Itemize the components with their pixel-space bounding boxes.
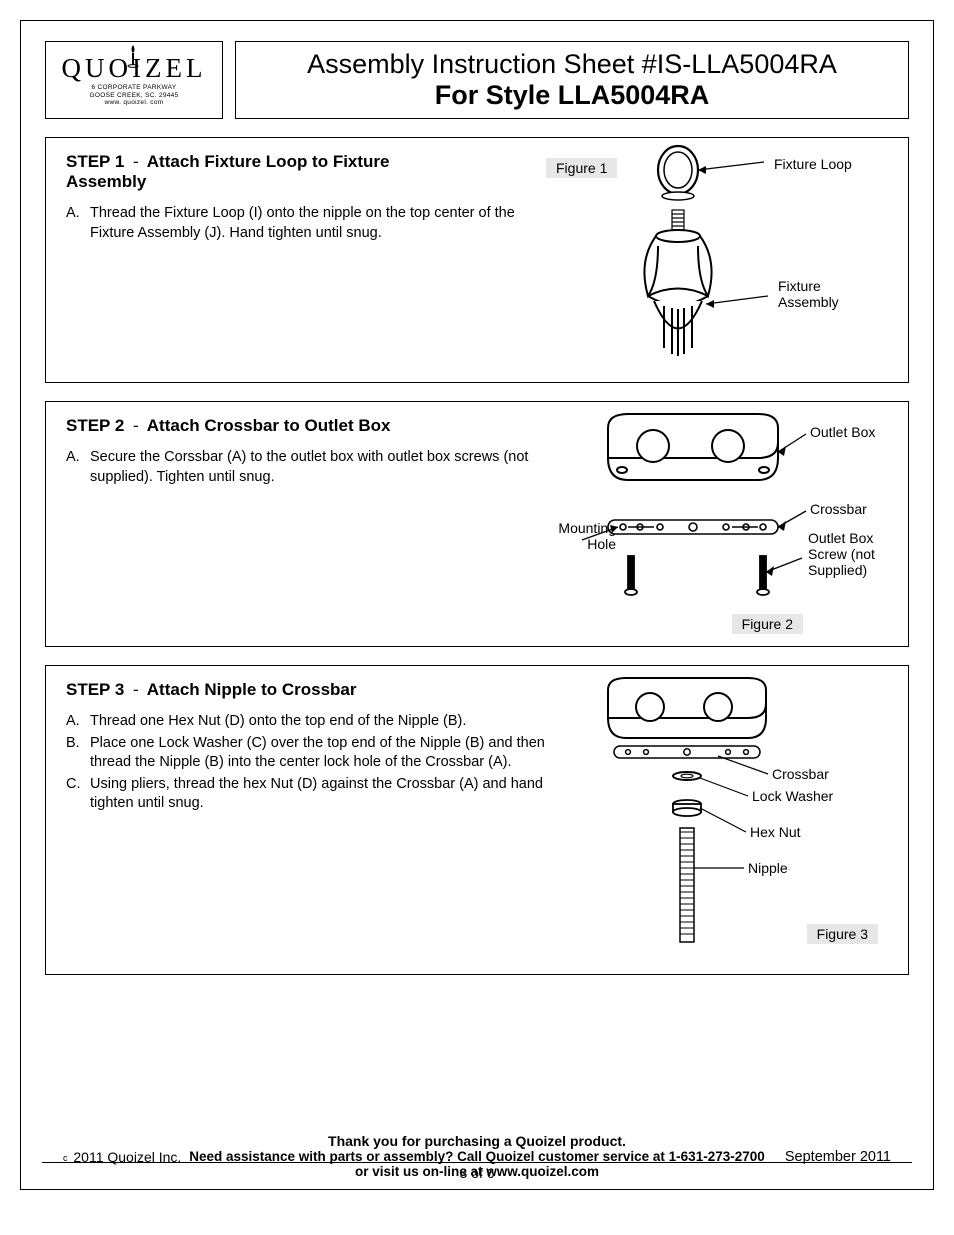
step-1-box: STEP 1 - Attach Fixture Loop to Fixture … [45,137,909,383]
callout-hex-nut: Hex Nut [750,824,801,840]
candle-icon [126,43,140,69]
step-1-diagram: Fixture Loop Fixture Assembly [578,146,878,371]
step-3-a-text: Thread one Hex Nut (D) onto the top end … [90,712,466,732]
callout-lock-washer: Lock Washer [752,788,833,804]
step-2-a-letter: A. [66,448,90,487]
title-line-1: Assembly Instruction Sheet #IS-LLA5004RA [307,49,837,80]
fixture-diagram-icon [578,146,878,366]
copyright: c 2011 Quoizel Inc. [63,1149,181,1165]
step-2-diagram: Outlet Box Crossbar Outlet Box Screw (no… [578,408,888,623]
callout-outlet-box: Outlet Box [810,424,875,440]
step-2-a-text: Secure the Corssbar (A) to the outlet bo… [90,448,546,487]
callout-outlet-screw: Outlet Box Screw (not Supplied) [808,530,888,578]
logo-addr-3: www. quoizel. com [90,99,179,107]
step-1-a-letter: A. [66,204,90,243]
step-2-dash: - [133,416,139,435]
step-1-a-text: Thread the Fixture Loop (I) onto the nip… [90,204,546,243]
step-2-num: STEP 2 [66,416,124,435]
callout-fixture-loop: Fixture Loop [774,156,852,172]
title-line-2: For Style LLA5004RA [435,80,710,111]
step-3-b-text: Place one Lock Washer (C) over the top e… [90,734,546,773]
step-3-body: A. Thread one Hex Nut (D) onto the top e… [66,712,546,814]
step-3-c-text: Using pliers, thread the hex Nut (D) aga… [90,775,546,814]
logo-address: 6 CORPORATE PARKWAY GOOSE CREEK, SC. 294… [90,84,179,107]
logo-addr-2: GOOSE CREEK, SC. 29445 [90,92,179,100]
title-box: Assembly Instruction Sheet #IS-LLA5004RA… [235,41,909,119]
step-3-diagram: Crossbar Lock Washer Hex Nut Nipple [578,672,878,967]
header-row: QUOIZEL 6 CORPORATE PARKWAY GOOSE CREEK,… [21,21,933,119]
copyright-text: 2011 Quoizel Inc. [73,1149,181,1165]
step-1-body: A. Thread the Fixture Loop (I) onto the … [66,204,546,243]
step-3-c-letter: C. [66,775,90,814]
step-3-dash: - [133,680,139,699]
callout-fixture-assembly: Fixture Assembly [778,278,858,310]
callout-crossbar: Crossbar [810,501,867,517]
step-1-title: STEP 1 - Attach Fixture Loop to Fixture … [66,152,466,192]
step-3-b-letter: B. [66,734,90,773]
step-1-num: STEP 1 [66,152,124,171]
footer-date: September 2011 [785,1149,891,1165]
logo-box: QUOIZEL 6 CORPORATE PARKWAY GOOSE CREEK,… [45,41,223,119]
step-2-body: A. Secure the Corssbar (A) to the outlet… [66,448,546,487]
step-3-box: STEP 3 - Attach Nipple to Crossbar A. Th… [45,665,909,975]
step-2-box: STEP 2 - Attach Crossbar to Outlet Box A… [45,401,909,647]
copyright-symbol: c [63,1153,68,1163]
logo-addr-1: 6 CORPORATE PARKWAY [90,84,179,92]
step-3-a-letter: A. [66,712,90,732]
step-1-dash: - [133,152,139,171]
step-3-num: STEP 3 [66,680,124,699]
step-3-name: Attach Nipple to Crossbar [147,680,357,699]
callout-crossbar-3: Crossbar [772,766,829,782]
nipple-diagram-icon [578,672,878,962]
page-frame: QUOIZEL 6 CORPORATE PARKWAY GOOSE CREEK,… [20,20,934,1190]
callout-nipple: Nipple [748,860,788,876]
logo-word: QUOIZEL [62,53,207,84]
step-2-name: Attach Crossbar to Outlet Box [147,416,391,435]
footer-thanks: Thank you for purchasing a Quoizel produ… [21,1133,933,1149]
